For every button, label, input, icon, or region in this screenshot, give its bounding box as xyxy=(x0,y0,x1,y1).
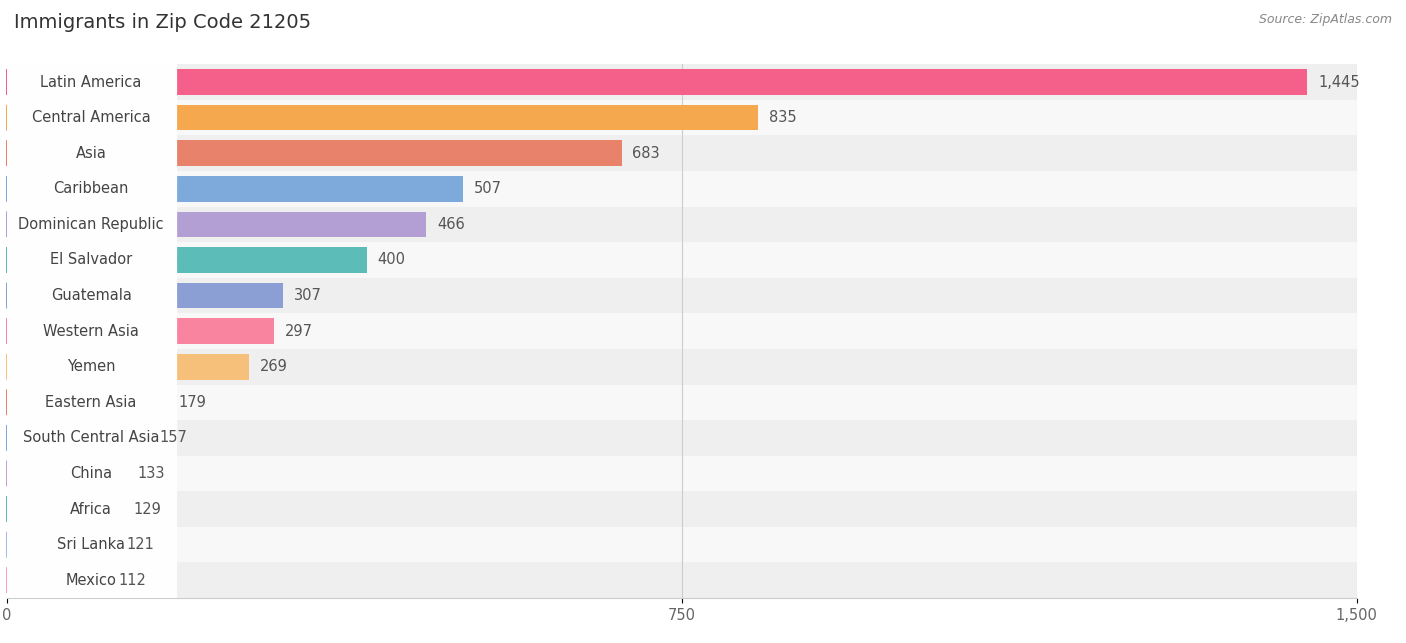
Bar xyxy=(7,140,621,166)
Bar xyxy=(7,206,1357,242)
Bar xyxy=(7,64,1357,100)
Text: 835: 835 xyxy=(769,110,797,125)
Text: 297: 297 xyxy=(285,323,314,339)
Text: Source: ZipAtlas.com: Source: ZipAtlas.com xyxy=(1258,13,1392,26)
Bar xyxy=(7,460,127,486)
Text: 307: 307 xyxy=(294,288,322,303)
Text: Asia: Asia xyxy=(76,146,107,161)
Text: Mexico: Mexico xyxy=(66,573,117,588)
Bar xyxy=(7,176,463,202)
Bar xyxy=(7,136,1357,171)
Text: Yemen: Yemen xyxy=(67,359,115,374)
Bar xyxy=(7,247,367,273)
Bar xyxy=(7,313,1357,349)
Text: South Central Asia: South Central Asia xyxy=(22,430,159,446)
Text: Africa: Africa xyxy=(70,502,112,516)
FancyBboxPatch shape xyxy=(6,214,177,448)
FancyBboxPatch shape xyxy=(6,321,177,555)
FancyBboxPatch shape xyxy=(6,392,177,626)
Text: 179: 179 xyxy=(179,395,207,410)
Bar xyxy=(7,420,1357,456)
Bar xyxy=(7,349,1357,385)
FancyBboxPatch shape xyxy=(6,143,177,377)
FancyBboxPatch shape xyxy=(6,285,177,519)
Bar xyxy=(7,318,274,344)
Bar xyxy=(7,171,1357,206)
Bar xyxy=(7,278,1357,313)
Bar xyxy=(7,496,124,522)
Text: Eastern Asia: Eastern Asia xyxy=(45,395,136,410)
Text: 157: 157 xyxy=(159,430,187,446)
Bar xyxy=(7,390,169,415)
Bar xyxy=(7,491,1357,527)
FancyBboxPatch shape xyxy=(6,179,177,412)
Text: 112: 112 xyxy=(118,573,146,588)
Text: 1,445: 1,445 xyxy=(1317,75,1360,89)
FancyBboxPatch shape xyxy=(6,1,177,235)
Text: Latin America: Latin America xyxy=(41,75,142,89)
Text: El Salvador: El Salvador xyxy=(51,253,132,267)
Bar xyxy=(7,100,1357,136)
FancyBboxPatch shape xyxy=(6,107,177,341)
FancyBboxPatch shape xyxy=(6,37,177,270)
Text: 466: 466 xyxy=(437,217,465,232)
FancyBboxPatch shape xyxy=(6,464,177,643)
Bar xyxy=(7,532,115,557)
Bar xyxy=(7,212,426,237)
Bar xyxy=(7,242,1357,278)
Bar xyxy=(7,425,148,451)
Bar xyxy=(7,567,108,593)
Text: 269: 269 xyxy=(260,359,288,374)
Text: 400: 400 xyxy=(378,253,406,267)
Text: Guatemala: Guatemala xyxy=(51,288,132,303)
Bar xyxy=(7,105,758,131)
Text: China: China xyxy=(70,466,112,481)
Bar xyxy=(7,563,1357,598)
Text: Sri Lanka: Sri Lanka xyxy=(58,537,125,552)
Text: Dominican Republic: Dominican Republic xyxy=(18,217,165,232)
FancyBboxPatch shape xyxy=(6,0,177,199)
Text: Western Asia: Western Asia xyxy=(44,323,139,339)
Text: 121: 121 xyxy=(127,537,155,552)
Bar xyxy=(7,283,283,309)
FancyBboxPatch shape xyxy=(6,72,177,305)
Bar xyxy=(7,456,1357,491)
Text: Caribbean: Caribbean xyxy=(53,181,129,196)
Bar xyxy=(7,527,1357,563)
FancyBboxPatch shape xyxy=(6,428,177,643)
Bar xyxy=(7,385,1357,420)
FancyBboxPatch shape xyxy=(6,357,177,590)
Text: 133: 133 xyxy=(138,466,165,481)
FancyBboxPatch shape xyxy=(6,250,177,484)
Text: 507: 507 xyxy=(474,181,502,196)
Text: Immigrants in Zip Code 21205: Immigrants in Zip Code 21205 xyxy=(14,13,311,32)
Text: Central America: Central America xyxy=(32,110,150,125)
Text: 129: 129 xyxy=(134,502,162,516)
Bar xyxy=(7,69,1308,95)
Text: 683: 683 xyxy=(633,146,659,161)
Bar xyxy=(7,354,249,379)
